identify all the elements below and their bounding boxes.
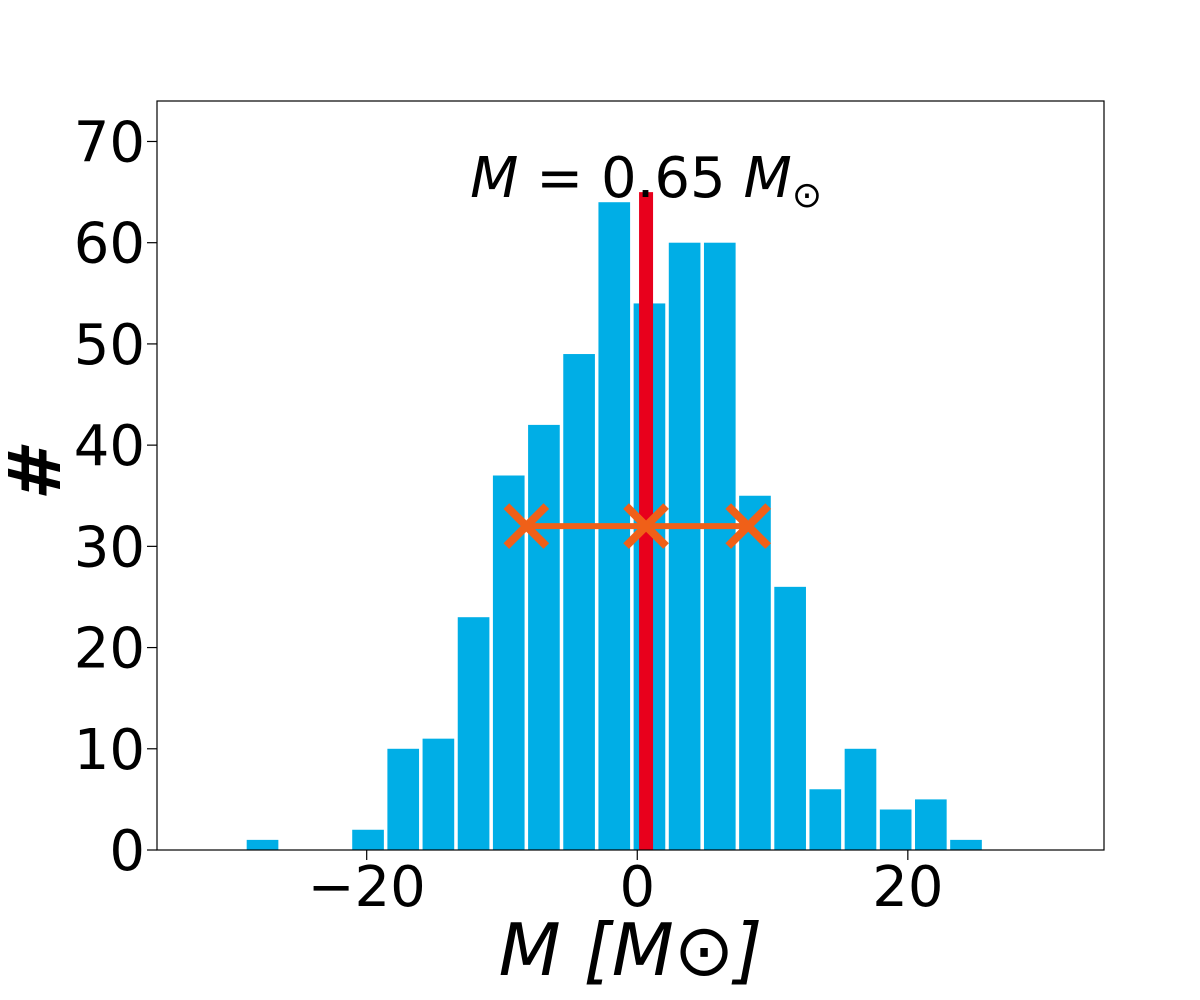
histogram-bar <box>246 839 279 850</box>
histogram-bar <box>352 829 384 850</box>
y-tick-label: 10 <box>74 718 145 783</box>
error-bar <box>503 503 772 549</box>
histogram-bar <box>457 617 490 850</box>
histogram-bar <box>809 789 842 850</box>
plot-frame <box>156 100 1105 851</box>
histogram-bar <box>915 799 947 850</box>
histogram-bar <box>387 748 420 850</box>
error-bar-marker <box>623 503 669 549</box>
histogram-bar <box>528 424 560 850</box>
histogram-bar <box>422 738 455 850</box>
y-axis-label: # <box>0 444 77 501</box>
y-tick-label: 0 <box>109 819 145 884</box>
histogram-bar <box>774 586 806 850</box>
mean-annotation-value: 0.65 <box>601 146 726 211</box>
y-tick-label: 20 <box>74 617 145 682</box>
y-tick-label: 30 <box>74 515 145 580</box>
error-bar-marker <box>725 503 772 549</box>
histogram-bar <box>879 809 912 850</box>
y-tick-label: 50 <box>74 313 145 378</box>
x-tick-label: −20 <box>308 855 426 920</box>
x-tick-label: 20 <box>872 855 943 920</box>
histogram-bar <box>739 495 771 850</box>
histogram-bar <box>668 242 701 850</box>
x-tick-label: 0 <box>619 855 655 920</box>
x-axis-label: M [M⊙] <box>499 908 763 992</box>
histogram-bar <box>844 748 877 850</box>
histogram-bar <box>563 354 595 850</box>
mean-annotation: M = 0.65 M⊙ <box>470 146 822 216</box>
y-tick-label: 70 <box>74 110 145 175</box>
axis-ticks: −20 0 20 0 10 20 30 40 50 60 70 <box>74 110 944 920</box>
y-tick-label: 60 <box>74 212 145 277</box>
error-bar-marker <box>503 503 550 549</box>
y-tick-label: 40 <box>74 414 145 479</box>
histogram-bar <box>950 839 982 850</box>
